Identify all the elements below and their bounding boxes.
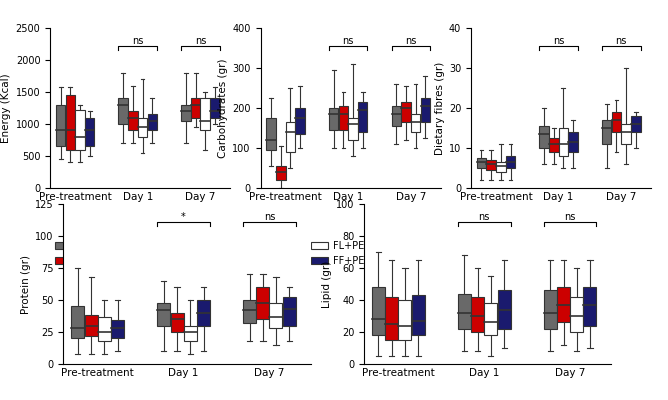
Bar — [496, 162, 506, 172]
Text: ns: ns — [564, 212, 576, 222]
Y-axis label: Lipid (gr): Lipid (gr) — [322, 260, 332, 308]
Text: ns: ns — [478, 212, 490, 222]
Bar — [602, 120, 611, 144]
Bar — [191, 98, 200, 118]
Bar — [484, 303, 497, 335]
Bar — [184, 326, 196, 341]
Bar — [411, 295, 425, 335]
Bar — [558, 128, 568, 156]
Bar — [243, 300, 256, 323]
Text: ns: ns — [405, 36, 417, 46]
Bar — [85, 118, 94, 146]
Bar — [631, 116, 641, 132]
Y-axis label: Energy (Kcal): Energy (Kcal) — [1, 73, 11, 143]
Bar — [111, 320, 124, 338]
Legend: FL, FF, FL+PE, FF+PE: FL, FF, FL+PE, FF+PE — [476, 241, 575, 266]
Text: *: * — [181, 212, 186, 222]
Bar — [583, 287, 597, 326]
Legend: FL, FF, FL+PE, FF+PE: FL, FF, FL+PE, FF+PE — [265, 241, 365, 266]
Bar — [71, 306, 84, 338]
Bar — [210, 98, 220, 118]
Bar — [56, 105, 65, 146]
Legend: FL, FF, FL+PE, FF+PE: FL, FF, FL+PE, FF+PE — [55, 241, 154, 266]
Bar — [75, 110, 85, 150]
Bar — [197, 300, 210, 326]
Bar — [200, 98, 210, 130]
Bar — [118, 98, 128, 124]
Bar — [283, 298, 296, 326]
Text: ns: ns — [615, 36, 627, 46]
Bar — [98, 317, 111, 341]
Text: ns: ns — [553, 36, 564, 46]
Bar — [568, 132, 578, 152]
Bar — [477, 158, 486, 168]
Y-axis label: Protein (gr): Protein (gr) — [21, 254, 31, 314]
Bar — [329, 108, 339, 130]
Bar — [401, 102, 411, 122]
Bar — [295, 108, 305, 134]
Bar — [267, 118, 276, 150]
Bar — [486, 160, 496, 170]
Y-axis label: Carbohydrates (gr): Carbohydrates (gr) — [218, 58, 228, 158]
Bar — [391, 106, 401, 126]
Bar — [276, 166, 286, 180]
Bar — [498, 290, 510, 329]
Text: ns: ns — [343, 36, 354, 46]
Bar — [557, 287, 570, 322]
Text: ns: ns — [264, 212, 275, 222]
Y-axis label: Dietary fibres (gr): Dietary fibres (gr) — [435, 61, 445, 155]
Bar — [138, 118, 148, 137]
Bar — [398, 300, 411, 340]
Bar — [411, 114, 420, 132]
Bar — [372, 287, 385, 335]
Bar — [539, 126, 549, 148]
Bar — [358, 102, 367, 132]
Bar — [544, 290, 556, 329]
Bar — [570, 297, 583, 332]
Bar — [286, 122, 295, 152]
Bar — [385, 297, 398, 340]
Bar — [148, 114, 157, 130]
Bar — [348, 118, 358, 140]
Bar — [170, 313, 184, 332]
Bar — [471, 297, 484, 332]
Bar — [181, 105, 190, 121]
Bar — [549, 138, 558, 152]
Bar — [621, 124, 631, 144]
Bar — [458, 294, 471, 329]
Text: ns: ns — [132, 36, 144, 46]
Bar — [421, 98, 430, 122]
Bar — [85, 315, 98, 336]
Bar — [257, 287, 269, 319]
Bar — [269, 302, 283, 328]
Text: ns: ns — [194, 36, 206, 46]
Bar — [128, 111, 138, 130]
Bar — [65, 95, 75, 150]
Bar — [339, 106, 348, 130]
Bar — [506, 156, 515, 168]
Bar — [612, 112, 621, 132]
Bar — [157, 302, 170, 326]
